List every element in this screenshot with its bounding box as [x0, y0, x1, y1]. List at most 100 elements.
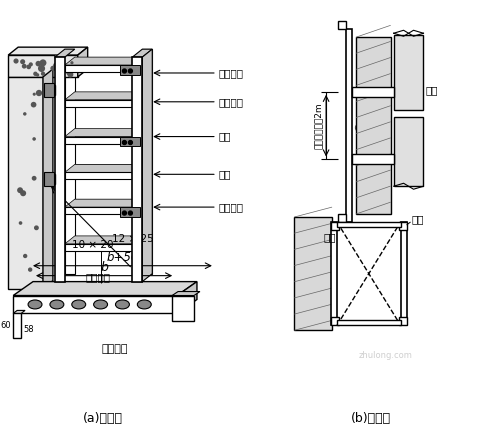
Circle shape	[128, 141, 133, 144]
Polygon shape	[133, 199, 142, 214]
Polygon shape	[8, 47, 88, 55]
Circle shape	[20, 59, 25, 64]
Bar	[120, 65, 141, 75]
Text: 固定间距小于2m: 固定间距小于2m	[314, 102, 322, 149]
Bar	[294, 217, 332, 330]
Text: 膨胀螺栓: 膨胀螺栓	[219, 202, 244, 212]
Text: 10 × 20: 10 × 20	[72, 240, 113, 250]
Text: zhulong.com: zhulong.com	[359, 351, 413, 360]
Bar	[13, 313, 21, 338]
Polygon shape	[65, 164, 142, 172]
Text: 12 × 25: 12 × 25	[111, 234, 153, 244]
Circle shape	[34, 226, 39, 230]
Circle shape	[23, 254, 27, 258]
Text: b+50: b+50	[106, 251, 139, 264]
Circle shape	[23, 112, 27, 115]
Polygon shape	[65, 199, 142, 207]
Circle shape	[35, 61, 41, 67]
Bar	[65, 65, 133, 72]
Circle shape	[69, 68, 74, 74]
Bar	[65, 49, 75, 274]
Bar	[75, 57, 142, 64]
Text: 连接螺栓: 连接螺栓	[219, 97, 244, 107]
Bar	[352, 155, 393, 164]
Bar	[8, 77, 43, 289]
Circle shape	[122, 211, 126, 215]
Circle shape	[29, 62, 33, 67]
Bar	[331, 222, 337, 325]
Bar	[75, 129, 142, 135]
Polygon shape	[172, 292, 200, 296]
Polygon shape	[133, 49, 152, 57]
Circle shape	[36, 73, 39, 77]
Polygon shape	[13, 310, 25, 313]
Bar	[65, 172, 133, 179]
Text: 槽锂: 槽锂	[323, 232, 336, 242]
Circle shape	[32, 176, 36, 181]
Bar	[44, 83, 54, 97]
Bar	[401, 222, 407, 325]
Bar	[55, 57, 65, 281]
Bar	[356, 37, 390, 214]
Circle shape	[31, 102, 36, 107]
Bar	[337, 321, 401, 325]
Circle shape	[19, 221, 22, 225]
Bar	[75, 236, 142, 243]
Polygon shape	[65, 236, 142, 244]
Bar	[352, 87, 393, 97]
Circle shape	[128, 211, 133, 215]
Circle shape	[122, 69, 126, 73]
Polygon shape	[65, 129, 142, 137]
Circle shape	[36, 90, 42, 96]
Bar	[172, 296, 194, 321]
Circle shape	[26, 64, 31, 69]
Circle shape	[68, 71, 73, 78]
Bar	[75, 92, 142, 99]
Circle shape	[33, 137, 36, 141]
Bar	[65, 100, 133, 107]
Polygon shape	[65, 57, 142, 65]
Text: 固定压板: 固定压板	[219, 68, 244, 78]
Bar	[133, 57, 142, 281]
Polygon shape	[65, 92, 142, 100]
Text: 58: 58	[23, 325, 34, 334]
Circle shape	[57, 67, 63, 72]
Bar	[338, 21, 346, 29]
Bar	[65, 244, 133, 251]
Circle shape	[53, 64, 61, 71]
Circle shape	[70, 61, 73, 64]
Polygon shape	[55, 49, 75, 57]
Polygon shape	[177, 281, 197, 313]
Bar	[331, 317, 339, 325]
Bar	[65, 207, 133, 214]
Circle shape	[20, 190, 26, 196]
Ellipse shape	[28, 300, 42, 309]
Circle shape	[28, 267, 33, 272]
Bar	[331, 222, 339, 230]
Text: (b)方式二: (b)方式二	[351, 412, 391, 424]
Bar	[120, 137, 141, 147]
Text: b: b	[100, 261, 108, 274]
Bar	[8, 55, 78, 77]
Text: 托臂: 托臂	[219, 169, 231, 179]
Circle shape	[67, 68, 71, 74]
Ellipse shape	[50, 300, 64, 309]
Polygon shape	[133, 129, 142, 143]
Text: 60: 60	[0, 321, 11, 330]
Text: 膨胀螺栓: 膨胀螺栓	[85, 272, 110, 281]
Bar	[53, 174, 55, 184]
Circle shape	[17, 187, 23, 193]
Ellipse shape	[94, 300, 107, 309]
Bar	[393, 35, 423, 110]
Bar	[120, 207, 141, 217]
Polygon shape	[133, 164, 142, 179]
Text: 桥架: 桥架	[219, 131, 231, 142]
Polygon shape	[43, 69, 53, 289]
Text: 槽锂: 槽锂	[425, 85, 438, 95]
Circle shape	[41, 71, 45, 76]
Circle shape	[39, 59, 46, 66]
Circle shape	[66, 70, 72, 75]
Bar	[393, 117, 423, 186]
Text: (a)方式一: (a)方式一	[82, 412, 123, 424]
Bar	[65, 137, 133, 143]
